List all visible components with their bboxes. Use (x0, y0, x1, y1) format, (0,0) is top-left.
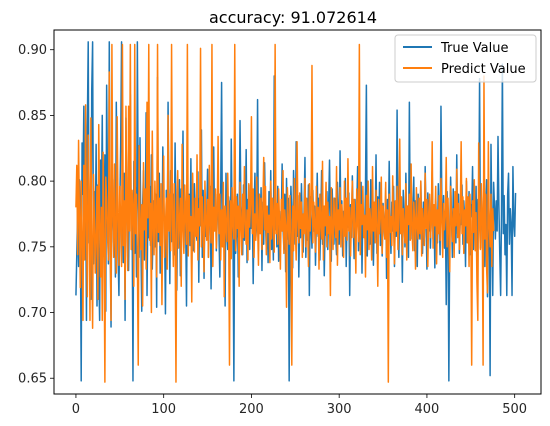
series-line-predict-value (75, 43, 495, 383)
series-layer (75, 41, 517, 383)
y-axis: 0.65 0.70 0.75 0.80 0.85 0.90 (18, 43, 54, 387)
legend-label-true-value: True Value (440, 41, 508, 56)
legend: True Value Predict Value (394, 34, 537, 83)
y-tick-label: 0.80 (18, 175, 47, 190)
y-tick-label: 0.90 (18, 43, 47, 58)
y-tick-label: 0.65 (18, 372, 47, 387)
y-tick-label: 0.70 (18, 306, 47, 321)
x-tick-label: 200 (239, 402, 264, 417)
x-axis: 0 100 200 300 400 500 (72, 394, 527, 417)
x-tick-label: 0 (72, 402, 80, 417)
x-tick-label: 400 (415, 402, 440, 417)
x-tick-label: 500 (502, 402, 527, 417)
plot-area (53, 29, 542, 395)
x-tick-label: 300 (327, 402, 352, 417)
chart-title: accuracy: 91.072614 (209, 8, 377, 27)
y-tick-label: 0.75 (18, 240, 47, 255)
plot-frame (53, 29, 542, 395)
x-tick-label: 100 (151, 402, 176, 417)
y-tick-label: 0.85 (18, 109, 47, 124)
legend-label-predict-value: Predict Value (441, 62, 526, 77)
